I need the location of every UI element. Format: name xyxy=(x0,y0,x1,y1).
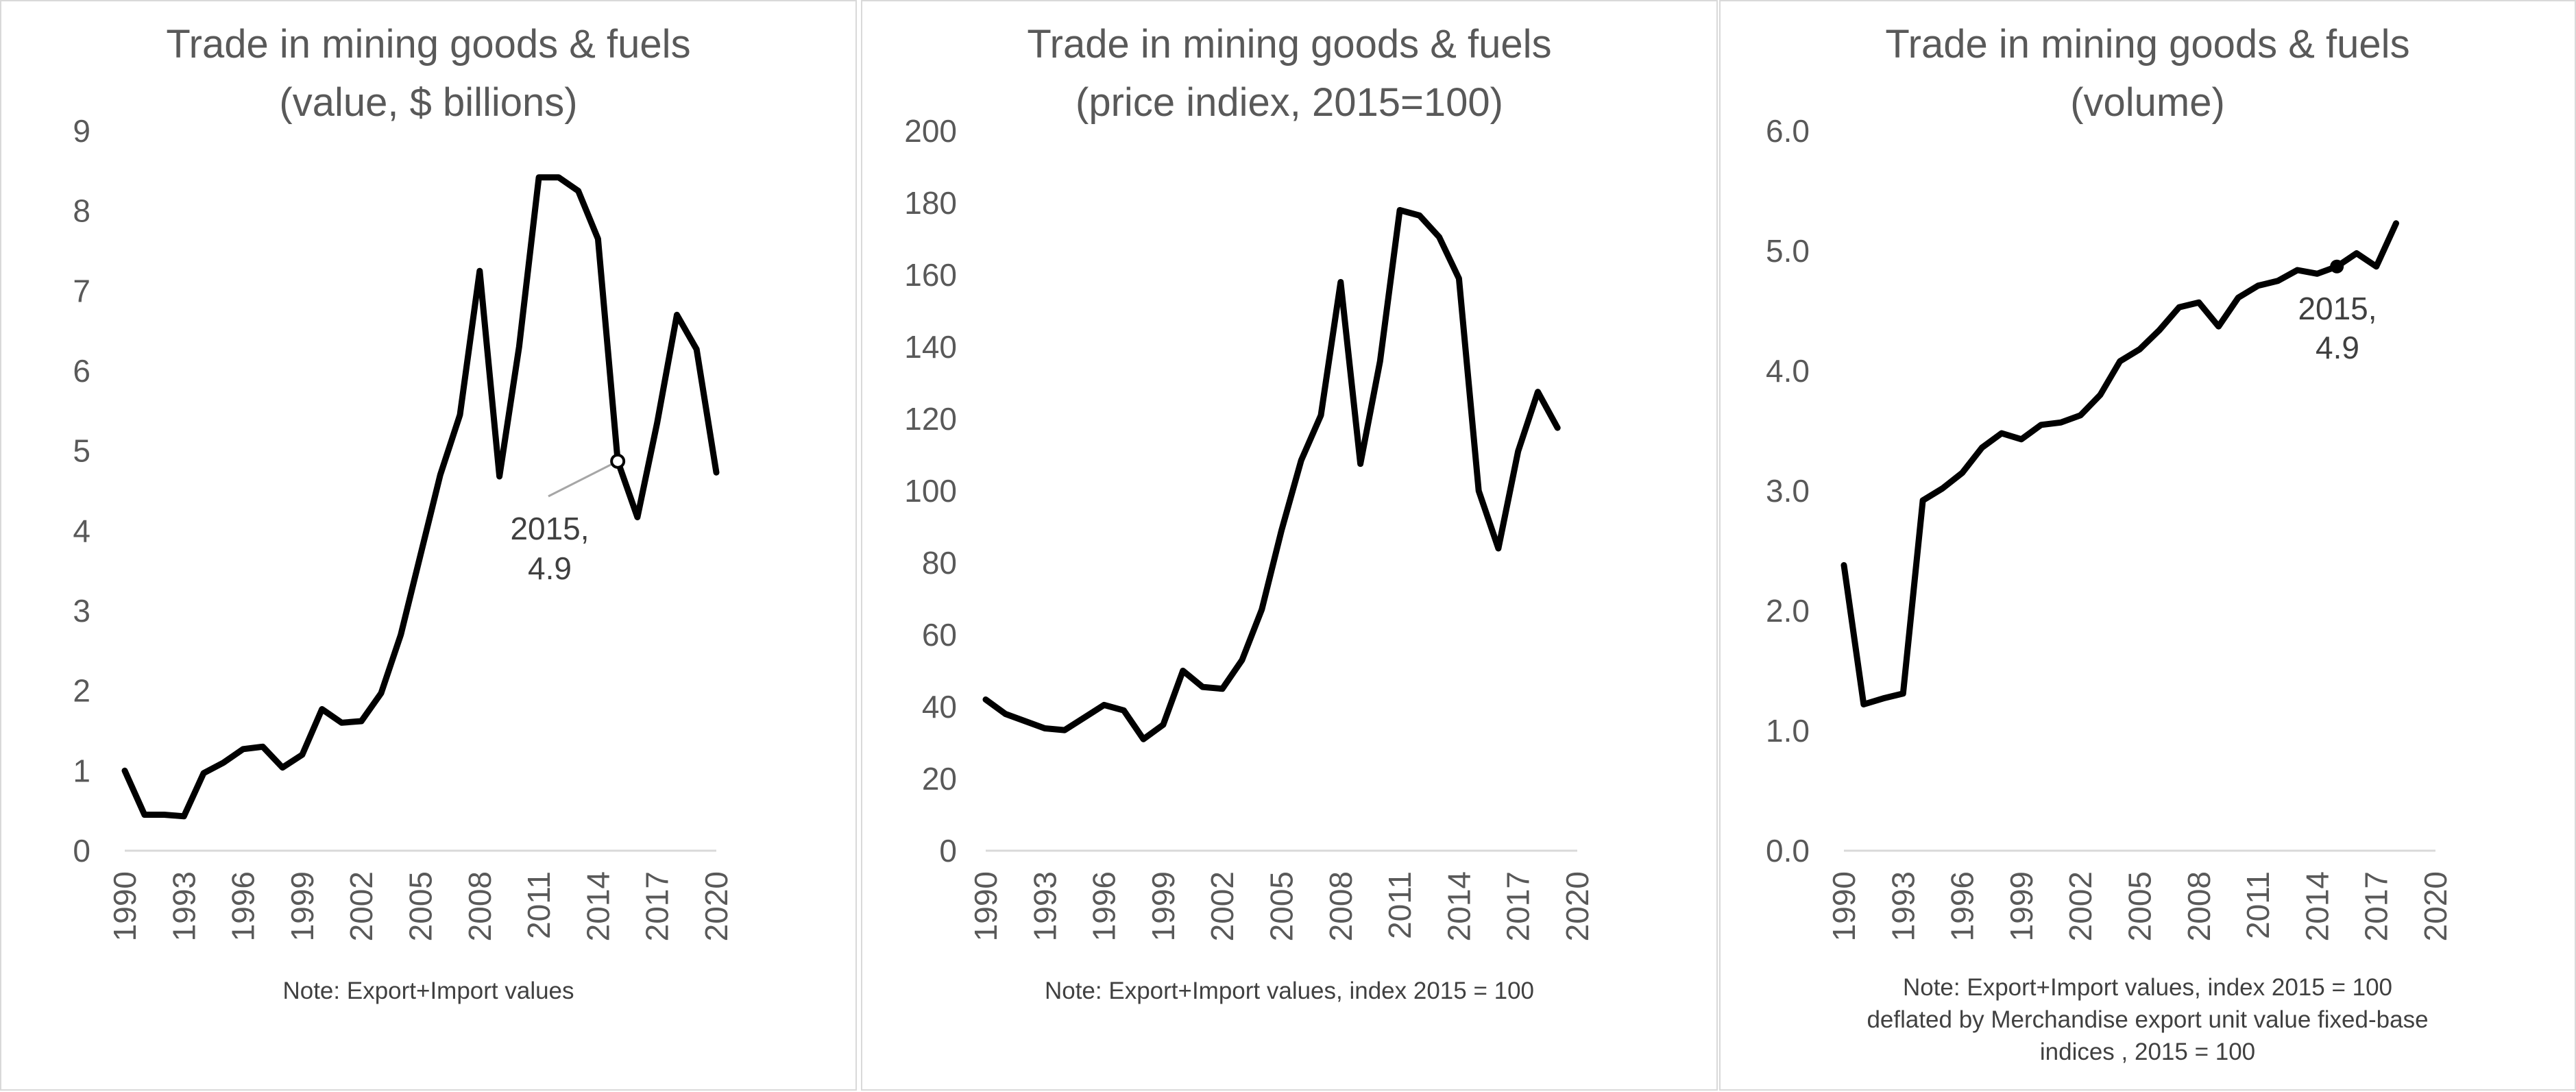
y-tick-label: 1 xyxy=(73,753,90,788)
x-tick-label: 1993 xyxy=(1027,871,1062,941)
x-tick-label: 2020 xyxy=(698,871,734,941)
x-tick-label: 2011 xyxy=(521,871,557,939)
x-tick-label: 2014 xyxy=(580,871,616,941)
y-tick-label: 20 xyxy=(922,761,957,797)
x-tick-label: 2020 xyxy=(1559,871,1595,941)
x-tick-label: 2017 xyxy=(2359,871,2394,941)
y-tick-label: 6.0 xyxy=(1766,113,1810,149)
x-tick-label: 2008 xyxy=(2181,871,2217,941)
x-tick-label: 2014 xyxy=(2299,871,2335,941)
x-tick-label: 1996 xyxy=(1945,871,1980,941)
series-line xyxy=(1840,220,2399,707)
y-tick-label: 180 xyxy=(904,185,957,221)
y-tick-label: 200 xyxy=(904,113,957,149)
chart-panel-value: Trade in mining goods & fuels (value, $ b… xyxy=(0,0,857,1091)
x-tick-label: 1990 xyxy=(107,871,143,941)
x-tick-label: 2002 xyxy=(343,871,379,941)
y-tick-label: 60 xyxy=(922,617,957,653)
y-tick-label: 80 xyxy=(922,545,957,581)
y-tick-label: 5 xyxy=(73,433,90,469)
volume-chart-svg: Trade in mining goods & fuels (volume) 0.0… xyxy=(1766,22,2453,1065)
y-tick-label: 7 xyxy=(73,273,90,308)
x-tick-label: 1993 xyxy=(1885,871,1921,941)
y-tick-label: 6 xyxy=(73,353,90,389)
x-tick-label: 2005 xyxy=(403,871,439,941)
y-tick-label: 4.0 xyxy=(1766,353,1810,389)
x-tick-label: 2008 xyxy=(462,871,498,941)
y-tick-label: 2 xyxy=(73,673,90,709)
x-tick-label: 1996 xyxy=(1086,871,1122,941)
chart-title-line: Trade in mining goods & fuels xyxy=(1027,22,1551,66)
chart-title-line: (volume) xyxy=(2070,80,2225,125)
chart-note: Note: Export+Import values, index 2015 =… xyxy=(1045,978,1534,1004)
x-tick-label: 2005 xyxy=(1264,871,1300,941)
y-tick-label: 2.0 xyxy=(1766,593,1810,629)
y-tick-label: 5.0 xyxy=(1766,233,1810,269)
x-tick-label: 2017 xyxy=(1500,871,1536,941)
y-tick-label: 8 xyxy=(73,193,90,229)
x-tick-label: 1996 xyxy=(226,871,261,941)
chart-title-line: (value, $ billions) xyxy=(279,80,577,125)
y-tick-label: 3.0 xyxy=(1766,473,1810,509)
y-tick-label: 100 xyxy=(904,473,957,509)
x-tick-label: 2002 xyxy=(2063,871,2098,941)
chart-panel-volume: Trade in mining goods & fuels (volume) 0.0… xyxy=(1719,0,2576,1091)
y-tick-label: 4 xyxy=(73,513,90,548)
x-tick-label: 1990 xyxy=(1826,871,1862,941)
annotation-leader-line xyxy=(548,460,618,498)
chart-title-line: (price indiex, 2015=100) xyxy=(1076,80,1503,125)
y-tick-label: 40 xyxy=(922,689,957,725)
annotation-label: 4.9 xyxy=(2316,330,2359,365)
x-tick-label: 2011 xyxy=(2240,871,2276,939)
x-tick-label: 1990 xyxy=(968,871,1004,941)
y-tick-label: 1.0 xyxy=(1766,713,1810,749)
annotation-marker xyxy=(610,453,626,469)
chart-title-line: Trade in mining goods & fuels xyxy=(1885,22,2409,66)
x-tick-label: 2017 xyxy=(640,871,675,941)
chart-title-line: Trade in mining goods & fuels xyxy=(166,22,690,66)
x-tick-label: 2005 xyxy=(2122,871,2158,941)
x-tick-label: 2011 xyxy=(1382,871,1418,939)
annotation-marker xyxy=(2330,259,2344,274)
y-tick-label: 0 xyxy=(73,833,90,869)
x-tick-label: 1993 xyxy=(166,871,202,941)
series-line xyxy=(121,174,720,820)
x-tick-label: 2008 xyxy=(1323,871,1359,941)
y-tick-label: 120 xyxy=(904,401,957,437)
y-tick-label: 0.0 xyxy=(1766,833,1810,869)
y-tick-label: 160 xyxy=(904,257,957,293)
x-tick-label: 1999 xyxy=(2004,871,2039,941)
series-line xyxy=(982,207,1561,742)
x-tick-label: 2020 xyxy=(2418,871,2453,941)
y-tick-label: 3 xyxy=(73,593,90,629)
y-tick-label: 140 xyxy=(904,329,957,365)
chart-note: deflated by Merchandise export unit valu… xyxy=(1867,1006,2428,1033)
annotation-label: 4.9 xyxy=(528,550,572,586)
annotation-label: 2015, xyxy=(510,511,589,546)
x-tick-label: 1999 xyxy=(284,871,320,941)
x-tick-label: 2014 xyxy=(1441,871,1477,941)
y-tick-label: 9 xyxy=(73,113,90,149)
chart-note: indices , 2015 = 100 xyxy=(2040,1039,2255,1065)
annotation-label: 2015, xyxy=(2298,291,2377,326)
chart-note: Note: Export+Import values xyxy=(282,978,574,1004)
y-tick-label: 0 xyxy=(939,833,957,869)
chart-note: Note: Export+Import values, index 2015 =… xyxy=(1903,974,2392,1001)
x-tick-label: 2002 xyxy=(1204,871,1240,941)
price-index-chart-svg: Trade in mining goods & fuels (price indi… xyxy=(904,22,1595,1004)
x-tick-label: 1999 xyxy=(1145,871,1181,941)
value-chart-svg: Trade in mining goods & fuels (value, $ b… xyxy=(73,22,734,1004)
chart-panel-price-index: Trade in mining goods & fuels (price indi… xyxy=(861,0,1718,1091)
